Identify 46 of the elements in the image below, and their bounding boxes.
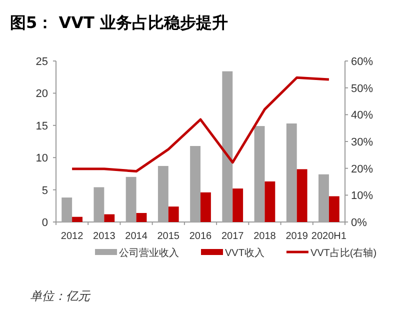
- bar: [232, 188, 244, 222]
- y-tick-label: 20: [36, 88, 48, 100]
- bar: [62, 198, 72, 222]
- y-tick-label: 10: [36, 152, 48, 165]
- chart-title: 图5： VVT 业务占比稳步提升: [10, 13, 228, 32]
- x-tick-label: 2012: [60, 231, 84, 242]
- y-tick-label: 25: [36, 56, 48, 68]
- bar: [222, 71, 233, 222]
- bar: [296, 169, 308, 222]
- y2-tick-label: 30%: [351, 136, 374, 148]
- bar: [72, 216, 82, 222]
- bar: [168, 206, 179, 222]
- x-tick-label: 2019: [286, 231, 308, 242]
- bar: [104, 214, 115, 222]
- y-tick-label: 15: [36, 120, 48, 132]
- x-tick-label: 2013: [93, 231, 116, 242]
- bar: [94, 187, 104, 222]
- y2-tick-label: 60%: [351, 56, 374, 68]
- bar: [126, 176, 136, 222]
- x-tick-label: 2015: [157, 231, 180, 242]
- x-tick-label: 2018: [254, 231, 276, 242]
- legend-label: 公司营业收入: [119, 247, 179, 259]
- text: 单位：亿元: [30, 289, 91, 303]
- bar: [254, 126, 265, 222]
- bar: [318, 174, 329, 222]
- bar: [158, 166, 168, 222]
- bar: [264, 181, 276, 222]
- y-tick-label: 0: [42, 217, 48, 229]
- x-tick-label: 2020H1: [311, 231, 347, 242]
- y2-tick-label: 40%: [351, 110, 374, 122]
- legend-label: VVT占比(右轴): [310, 247, 377, 259]
- bar: [286, 123, 297, 222]
- line-series: [70, 76, 330, 173]
- bar: [136, 212, 147, 222]
- x-tick-label: 2014: [125, 231, 148, 242]
- y2-tick-label: 50%: [351, 82, 374, 95]
- x-tick-label: 2017: [221, 231, 244, 242]
- bar: [200, 192, 211, 222]
- legend-label: VVT收入: [225, 247, 264, 259]
- y-tick-label: 5: [42, 184, 48, 197]
- bar: [328, 196, 340, 222]
- y2-tick-label: 20%: [351, 163, 374, 176]
- y2-tick-label: 10%: [351, 190, 374, 202]
- x-tick-label: 2016: [189, 231, 212, 242]
- y2-tick-label: 0%: [351, 217, 368, 229]
- bar: [190, 146, 200, 222]
